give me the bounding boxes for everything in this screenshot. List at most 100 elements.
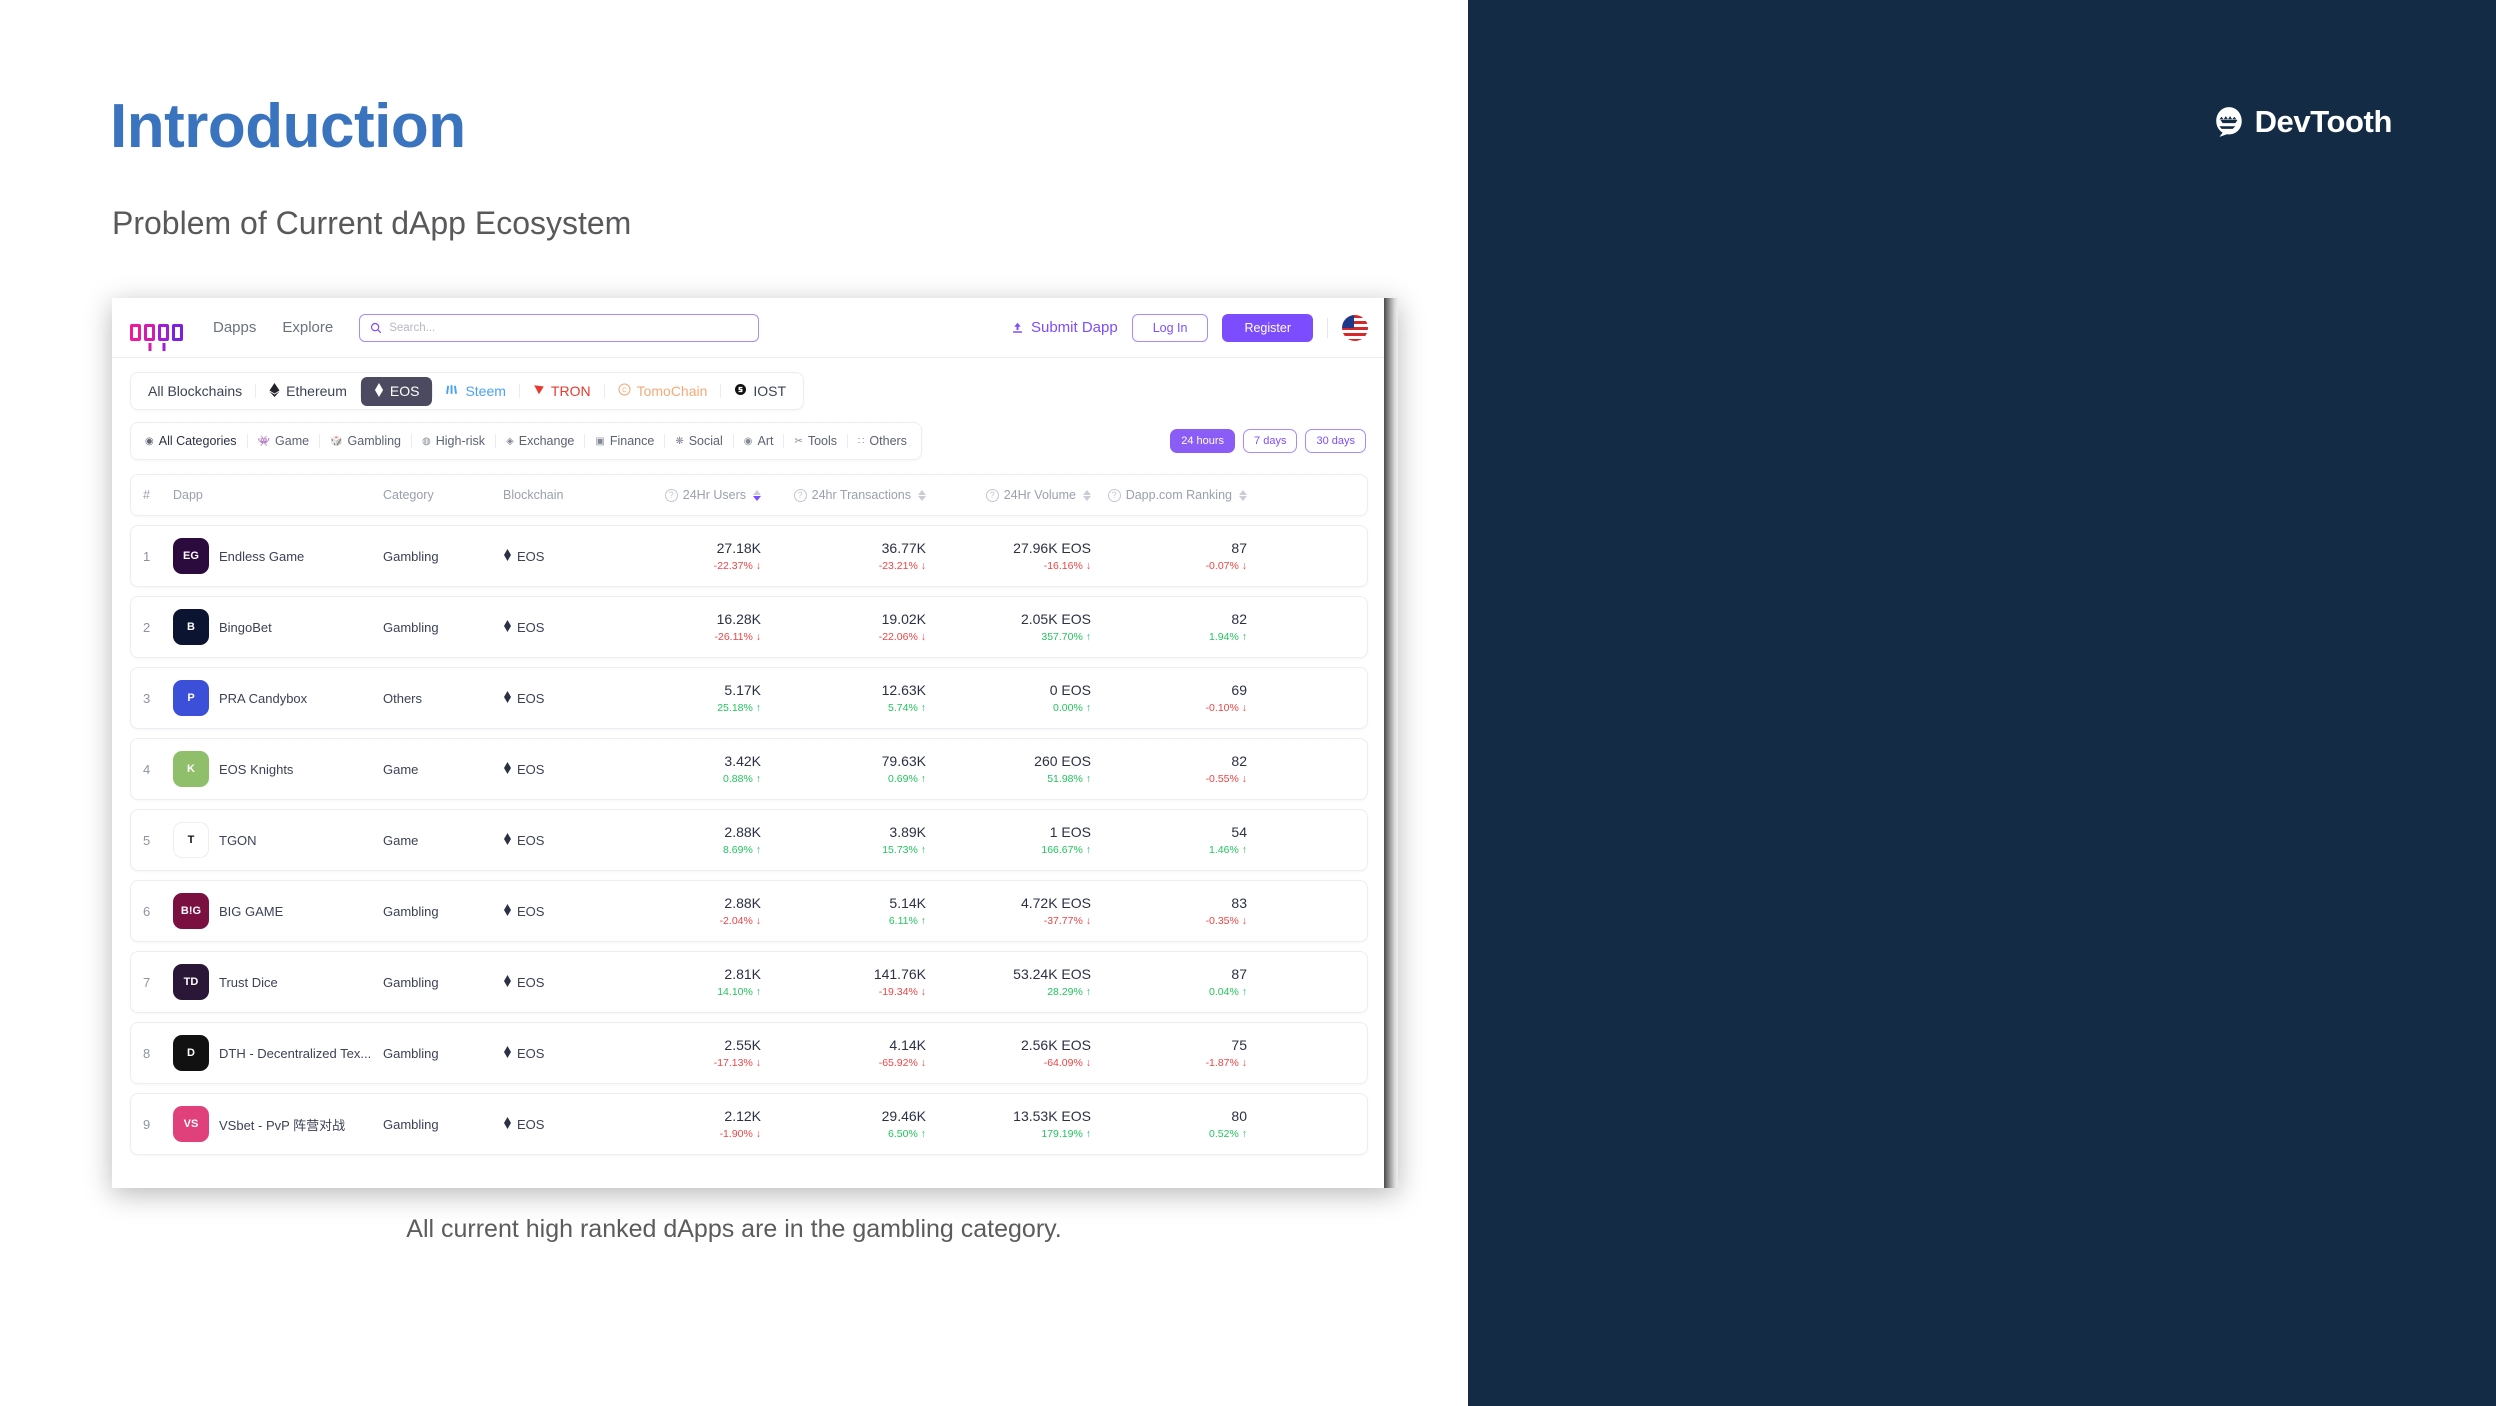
category-chip-all-categories[interactable]: ◉ All Categories — [135, 429, 247, 453]
metric-cell: 141.76K -19.34% ↓ — [761, 966, 926, 998]
category-chip-art[interactable]: ◉ Art — [734, 429, 784, 453]
dapp-name[interactable]: PRA Candybox — [219, 690, 308, 706]
th-24hr-users[interactable]: ? 24Hr Users — [621, 488, 761, 502]
dapp-name[interactable]: Trust Dice — [219, 974, 278, 990]
eos-icon — [503, 1116, 512, 1132]
dapp-blockchain: EOS — [503, 974, 621, 990]
category-filter-bar: ◉ All Categories 👾 Game 🎲 Gambling ◍ High-risk ◈… — [130, 422, 922, 460]
blockchain-chip-all-blockchains[interactable]: All Blockchains — [135, 377, 255, 405]
search-placeholder: Search... — [389, 321, 436, 334]
metric-cell: 54 1.46% ↑ — [1091, 824, 1247, 856]
dapp-category: Gambling — [383, 619, 439, 635]
page-title: Introduction — [110, 92, 466, 161]
chip-separator — [732, 434, 734, 448]
right-info-panel: DevTooth Total number of dApps based on … — [1468, 0, 2496, 1406]
metric-cell: 82 -0.55% ↓ — [1091, 753, 1247, 785]
th-24hr-transactions[interactable]: ? 24hr Transactions — [761, 488, 926, 502]
category-chip-finance[interactable]: ▣ Finance — [585, 429, 664, 453]
table-row[interactable]: 6 B!G BIG GAME Gambling EOS 2.88K -2.04% ↓ 5.14… — [130, 880, 1368, 942]
category-chip-label: Others — [869, 434, 907, 448]
category-chip-label: Tools — [807, 434, 838, 448]
metric-value: 27.18K — [716, 540, 761, 556]
register-button[interactable]: Register — [1222, 313, 1313, 342]
sort-ranking-icon[interactable] — [1239, 489, 1247, 501]
table-row[interactable]: 7 TD Trust Dice Gambling EOS 2.81K 14.10% ↑ 141… — [130, 951, 1368, 1013]
metric-value: 5.17K — [724, 682, 761, 698]
dapp-blockchain: EOS — [503, 761, 621, 777]
category-chip-label: High-risk — [435, 434, 486, 448]
th-number: # — [143, 488, 150, 502]
dapp-category: Gambling — [383, 1116, 439, 1132]
dapp-name[interactable]: EOS Knights — [219, 761, 294, 777]
category-chip-game[interactable]: 👾 Game — [248, 429, 320, 453]
metric-cell: 2.88K -2.04% ↓ — [621, 895, 761, 927]
dapp-name[interactable]: BingoBet — [219, 619, 272, 635]
blockchain-chip-tron[interactable]: TRON — [520, 377, 604, 405]
table-row[interactable]: 2 B BingoBet Gambling EOS 16.28K -26.11% ↓ 19.0… — [130, 596, 1368, 658]
category-chip-gambling[interactable]: 🎲 Gambling — [320, 429, 411, 453]
login-button[interactable]: Log In — [1131, 313, 1209, 342]
table-row[interactable]: 8 D DTH - Decentralized Tex... Gambling EOS 2… — [130, 1022, 1368, 1084]
dapp-name[interactable]: TGON — [219, 832, 257, 848]
metric-delta: -65.92% ↓ — [878, 1057, 926, 1069]
table-row[interactable]: 9 VS VSbet - PvP 阵营对战 Gambling EOS 2.12K -1.90… — [130, 1093, 1368, 1155]
submit-dapp-button[interactable]: Submit Dapp — [1011, 319, 1118, 336]
metric-cell: 4.14K -65.92% ↓ — [761, 1037, 926, 1069]
table-row[interactable]: 4 K EOS Knights Game EOS 3.42K 0.88% ↑ 79.63K 0.… — [130, 738, 1368, 800]
blockchain-chip-tomochain[interactable]: C TomoChain — [605, 377, 721, 405]
th-24hr-volume[interactable]: ? 24Hr Volume — [926, 488, 1091, 502]
chip-separator — [495, 434, 497, 448]
dapp-name[interactable]: Endless Game — [219, 548, 305, 564]
table-row[interactable]: 1 EG Endless Game Gambling EOS 27.18K -22.37% … — [130, 525, 1368, 587]
row-index: 5 — [143, 832, 151, 848]
dapp-name[interactable]: DTH - Decentralized Tex... — [219, 1045, 372, 1061]
table-row[interactable]: 3 P PRA Candybox Others EOS 5.17K 25.18% ↑ 12.6… — [130, 667, 1368, 729]
category-chip-label: Social — [688, 434, 723, 448]
sort-volume-icon[interactable] — [1083, 489, 1091, 501]
nav-item-dapps[interactable]: Dapps — [213, 319, 257, 336]
category-chip-others[interactable]: ∷ Others — [848, 429, 917, 453]
metric-delta: -19.34% ↓ — [878, 986, 926, 998]
dapp-name[interactable]: VSbet - PvP 阵营对战 — [219, 1117, 346, 1133]
figure-caption: All current high ranked dApps are in the… — [406, 1215, 1062, 1243]
category-chip-social[interactable]: ❋ Social — [665, 429, 732, 453]
nav-item-explore[interactable]: Explore — [282, 319, 334, 336]
help-icon: ? — [985, 488, 999, 502]
th-volume-label: 24Hr Volume — [1003, 488, 1076, 502]
blockchain-chip-iost[interactable]: IOST — [721, 377, 799, 405]
timerange-pill-7-days[interactable]: 7 days — [1243, 429, 1298, 453]
row-index: 6 — [143, 903, 151, 919]
page-subtitle: Problem of Current dApp Ecosystem — [112, 205, 632, 241]
metric-value: 0 EOS — [1049, 682, 1091, 698]
blockchain-chip-steem[interactable]: Steem — [433, 377, 518, 405]
search-input[interactable]: Search... — [359, 313, 760, 342]
us-flag-icon[interactable] — [1342, 314, 1368, 341]
dapp-logo-icon[interactable] — [130, 315, 183, 341]
blockchain-chip-ethereum[interactable]: Ethereum — [256, 377, 360, 406]
filters-section: All Blockchains Ethereum EOS Steem TRON C Tomo… — [112, 358, 1384, 460]
brand-logo: DevTooth — [2212, 104, 2392, 140]
category-glyph-icon: ◉ — [743, 435, 753, 447]
category-chip-exchange[interactable]: ◈ Exchange — [496, 429, 584, 453]
dapp-icon: TD — [173, 964, 209, 1000]
eos-icon — [503, 832, 512, 848]
dapp-name[interactable]: BIG GAME — [219, 903, 284, 919]
metric-delta: -64.09% ↓ — [1043, 1057, 1091, 1069]
blockchain-chip-eos[interactable]: EOS — [360, 376, 433, 406]
timerange-pill-30-days[interactable]: 30 days — [1305, 429, 1366, 453]
metric-delta: -26.11% ↓ — [714, 631, 762, 643]
metric-cell: 2.81K 14.10% ↑ — [621, 966, 761, 998]
metric-delta: 8.69% ↑ — [723, 844, 761, 856]
timerange-pill-24-hours[interactable]: 24 hours — [1170, 429, 1236, 453]
sort-users-icon[interactable] — [753, 489, 761, 501]
metric-cell: 2.05K EOS 357.70% ↑ — [926, 611, 1091, 643]
category-chip-label: Finance — [609, 434, 655, 448]
sort-transactions-icon[interactable] — [918, 489, 926, 501]
metric-cell: 87 -0.07% ↓ — [1091, 540, 1247, 572]
th-dapp-ranking[interactable]: ? Dapp.com Ranking — [1091, 488, 1247, 502]
screenshot-scrollbar[interactable] — [1384, 298, 1398, 1188]
table-row[interactable]: 5 T TGON Game EOS 2.88K 8.69% ↑ 3.89K 15.73% ↑ 1 … — [130, 809, 1368, 871]
category-chip-tools[interactable]: ✂ Tools — [784, 429, 847, 453]
category-chip-high-risk[interactable]: ◍ High-risk — [412, 429, 495, 453]
ethereum-icon — [269, 382, 280, 400]
